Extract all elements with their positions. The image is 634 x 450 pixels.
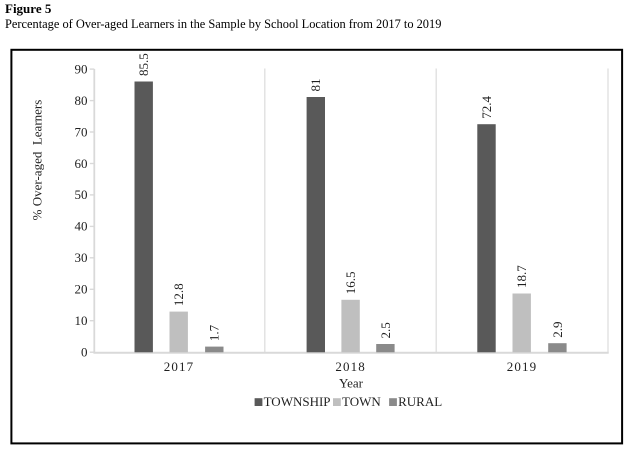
svg-text:Year: Year	[339, 376, 364, 391]
svg-text:18.7: 18.7	[514, 265, 529, 288]
svg-text:40: 40	[75, 219, 88, 234]
svg-text:30: 30	[75, 250, 88, 265]
svg-text:2018: 2018	[335, 359, 365, 374]
svg-text:2.5: 2.5	[378, 322, 393, 338]
svg-text:85.5: 85.5	[136, 53, 151, 76]
svg-text:90: 90	[75, 61, 88, 76]
svg-text:81: 81	[308, 79, 323, 92]
svg-text:RURAL: RURAL	[398, 394, 442, 409]
svg-text:2.9: 2.9	[550, 321, 565, 337]
svg-text:70: 70	[75, 124, 88, 139]
svg-text:72.4: 72.4	[479, 95, 494, 118]
svg-text:0: 0	[81, 345, 88, 360]
svg-text:20: 20	[75, 282, 88, 297]
svg-text:TOWNSHIP: TOWNSHIP	[264, 394, 331, 409]
svg-text:60: 60	[75, 156, 88, 171]
svg-text:% Over-aged Learners: % Over-aged Learners	[30, 100, 45, 221]
svg-text:10: 10	[75, 313, 88, 328]
svg-text:16.5: 16.5	[343, 272, 358, 295]
svg-text:TOWN: TOWN	[342, 394, 381, 409]
svg-text:12.8: 12.8	[171, 283, 186, 306]
svg-text:2019: 2019	[507, 359, 537, 374]
svg-text:1.7: 1.7	[207, 324, 222, 341]
svg-text:80: 80	[75, 93, 88, 108]
svg-text:50: 50	[75, 187, 88, 202]
svg-text:2017: 2017	[164, 359, 194, 374]
